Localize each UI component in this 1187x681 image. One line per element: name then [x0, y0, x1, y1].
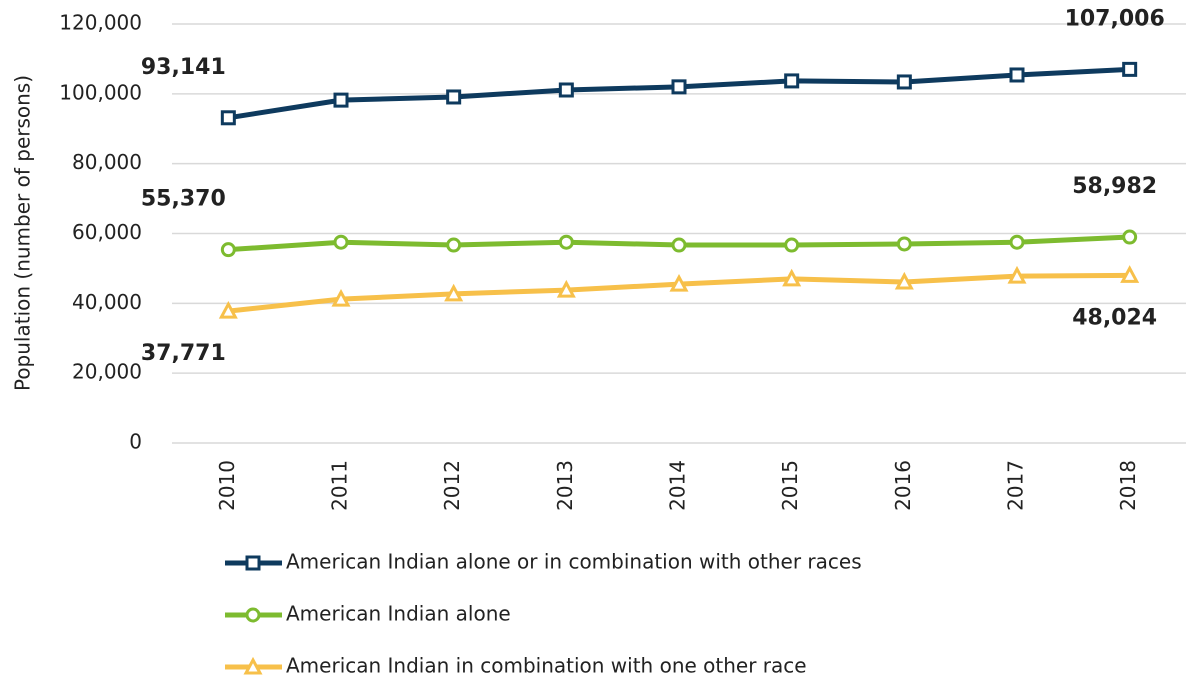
data-point [558, 82, 574, 98]
data-point [331, 288, 351, 307]
data-point [220, 242, 236, 258]
data-point [446, 89, 462, 105]
data-point [669, 273, 689, 292]
x-tick-label: 2018 [1116, 460, 1140, 511]
data-label: 55,370 [141, 187, 226, 212]
data-point [1120, 265, 1140, 283]
x-tick-label: 2016 [891, 460, 915, 511]
y-tick-label: 0 [129, 430, 142, 454]
data-point [333, 92, 349, 108]
legend-label: American Indian alone [286, 602, 511, 626]
data-point [1122, 61, 1138, 77]
legend-marker [245, 555, 261, 571]
y-tick-label: 80,000 [72, 150, 142, 174]
y-tick-label: 20,000 [72, 360, 142, 384]
data-point [1007, 265, 1027, 284]
y-tick-label: 40,000 [72, 290, 142, 314]
data-point [558, 234, 574, 250]
x-tick-label: 2011 [328, 460, 352, 511]
data-label: 48,024 [1072, 305, 1157, 330]
data-point [671, 79, 687, 95]
data-label: 37,771 [141, 341, 226, 366]
y-axis-label: Population (number of persons) [11, 75, 35, 391]
data-label: 93,141 [141, 55, 226, 80]
x-tick-label: 2013 [553, 460, 577, 511]
x-tick-label: 2014 [666, 460, 690, 511]
data-point [896, 236, 912, 252]
data-label: 58,982 [1072, 174, 1157, 199]
legend-marker [243, 656, 263, 675]
data-point [894, 271, 914, 290]
x-tick-label: 2012 [440, 460, 464, 511]
data-point [1009, 67, 1025, 83]
data-point [784, 73, 800, 89]
x-tick-label: 2015 [778, 460, 802, 511]
legend-marker [245, 607, 261, 623]
legend-label: American Indian in combination with one … [286, 654, 807, 678]
x-tick-label: 2010 [215, 460, 239, 511]
data-point [784, 237, 800, 253]
data-point [556, 279, 576, 298]
data-point [218, 300, 238, 319]
data-point [782, 268, 802, 287]
data-point [1009, 234, 1025, 250]
data-label: 107,006 [1065, 6, 1165, 31]
data-point [896, 74, 912, 90]
y-tick-label: 100,000 [59, 80, 142, 104]
y-tick-label: 60,000 [72, 220, 142, 244]
data-point [220, 110, 236, 126]
legend-label: American Indian alone or in combination … [286, 550, 862, 574]
data-point [333, 234, 349, 250]
x-tick-label: 2017 [1004, 460, 1028, 511]
data-point [446, 237, 462, 253]
data-point [1122, 229, 1138, 245]
y-tick-label: 120,000 [59, 11, 142, 35]
data-point [671, 237, 687, 253]
data-point [444, 283, 464, 302]
